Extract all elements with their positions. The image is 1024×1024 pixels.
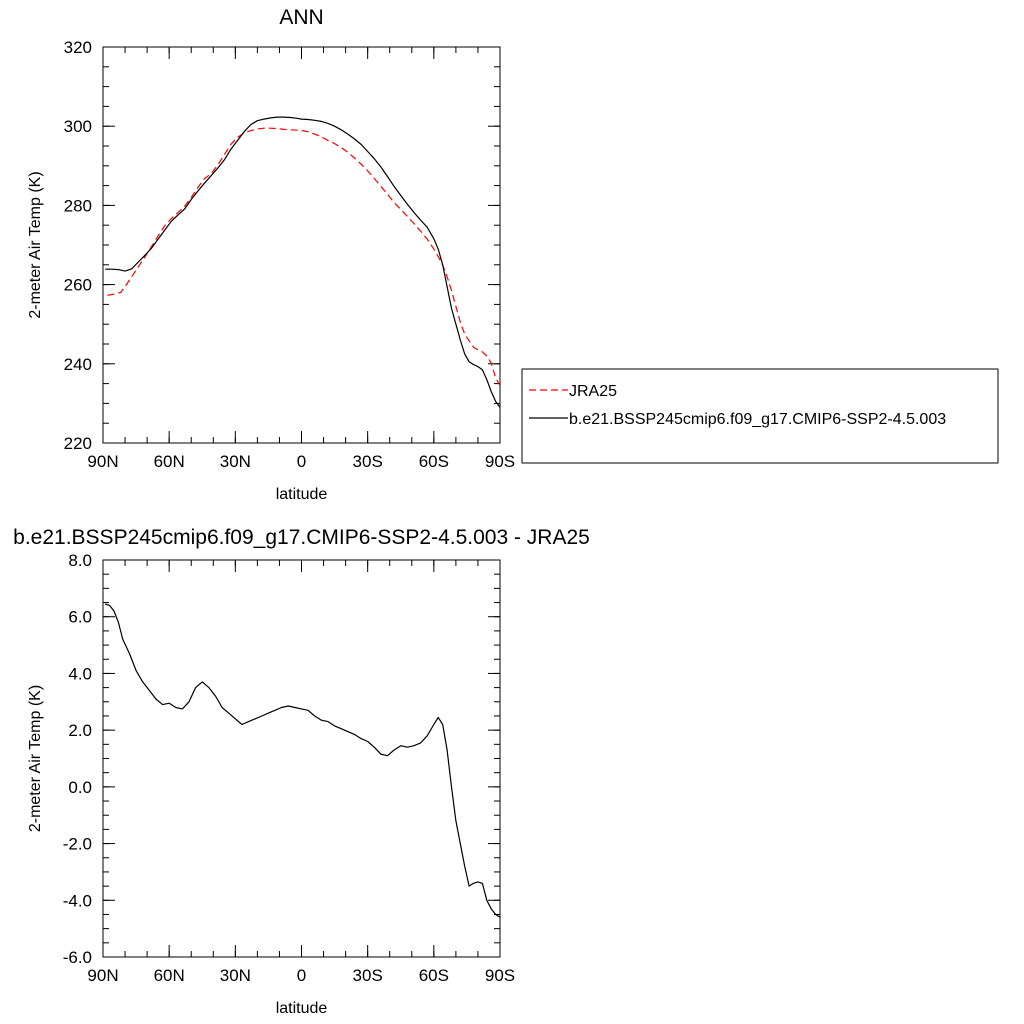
series-line-model <box>105 116 501 408</box>
x-tick-label: 30N <box>220 966 251 985</box>
legend-label-model: b.e21.BSSP245cmip6.f09_g17.CMIP6-SSP2-4.… <box>569 411 946 428</box>
y-tick-label: 260 <box>64 276 92 295</box>
x-axis-label: latitude <box>276 1000 328 1017</box>
x-tick-label: 0 <box>297 452 306 471</box>
y-tick-label: 8.0 <box>68 551 92 570</box>
y-tick-label: 240 <box>64 355 92 374</box>
y-tick-label: -6.0 <box>63 948 92 967</box>
y-tick-label: 0.0 <box>68 778 92 797</box>
x-tick-label: 30S <box>353 452 383 471</box>
y-tick-label: 320 <box>64 38 92 57</box>
chart-title: ANN <box>279 6 323 29</box>
x-tick-label: 90N <box>87 966 118 985</box>
x-tick-label: 90N <box>87 452 118 471</box>
x-tick-label: 60N <box>154 966 185 985</box>
x-axis-label: latitude <box>276 486 328 503</box>
x-tick-label: 90S <box>485 966 515 985</box>
x-tick-label: 30N <box>220 452 251 471</box>
x-tick-label: 60S <box>419 452 449 471</box>
y-tick-label: -2.0 <box>63 835 92 854</box>
x-tick-label: 0 <box>297 966 306 985</box>
y-tick-label: -4.0 <box>63 891 92 910</box>
y-axis-label: 2-meter Air Temp (K) <box>27 685 44 832</box>
x-tick-label: 90S <box>485 452 515 471</box>
legend-box <box>521 368 999 464</box>
y-tick-label: 4.0 <box>68 664 92 683</box>
plot-frame <box>102 559 501 958</box>
x-tick-label: 30S <box>353 966 383 985</box>
legend: JRA25 b.e21.BSSP245cmip6.f09_g17.CMIP6-SS… <box>521 368 999 464</box>
legend-label-jra25: JRA25 <box>569 383 617 400</box>
panel-temperature-difference: b.e21.BSSP245cmip6.f09_g17.CMIP6-SSP2-4.… <box>13 526 590 1017</box>
x-tick-label: 60N <box>154 452 185 471</box>
y-axis-label: 2-meter Air Temp (K) <box>27 171 44 318</box>
panel-mean-temperature: ANN latitude 2-meter Air Temp (K) 90N 60N 30N… <box>27 6 515 503</box>
y-tick-label: 2.0 <box>68 721 92 740</box>
y-tick-label: 280 <box>64 196 92 215</box>
chart-title: b.e21.BSSP245cmip6.f09_g17.CMIP6-SSP2-4.… <box>13 526 590 549</box>
x-tick-label: 60S <box>419 966 449 985</box>
series-line-jra25 <box>107 127 501 386</box>
series-line-difference <box>105 603 501 918</box>
y-tick-label: 300 <box>64 117 92 136</box>
plot-frame <box>102 46 501 444</box>
y-tick-label: 220 <box>64 434 92 453</box>
y-tick-label: 6.0 <box>68 608 92 627</box>
